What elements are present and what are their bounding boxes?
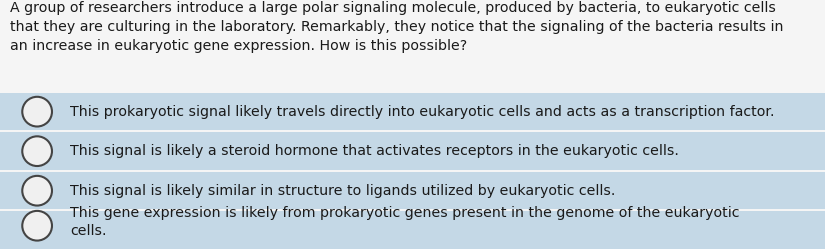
Text: This prokaryotic signal likely travels directly into eukaryotic cells and acts a: This prokaryotic signal likely travels d…: [70, 105, 775, 119]
FancyBboxPatch shape: [0, 211, 825, 249]
Text: This signal is likely a steroid hormone that activates receptors in the eukaryot: This signal is likely a steroid hormone …: [70, 144, 679, 158]
FancyBboxPatch shape: [0, 93, 825, 130]
Text: This signal is likely similar in structure to ligands utilized by eukaryotic cel: This signal is likely similar in structu…: [70, 184, 615, 198]
Ellipse shape: [22, 136, 52, 166]
Ellipse shape: [22, 211, 52, 241]
FancyBboxPatch shape: [0, 172, 825, 209]
Text: This gene expression is likely from prokaryotic genes present in the genome of t: This gene expression is likely from prok…: [70, 206, 740, 238]
Ellipse shape: [22, 176, 52, 206]
FancyBboxPatch shape: [0, 0, 825, 91]
Ellipse shape: [22, 97, 52, 126]
Text: A group of researchers introduce a large polar signaling molecule, produced by b: A group of researchers introduce a large…: [10, 1, 784, 53]
FancyBboxPatch shape: [0, 132, 825, 170]
